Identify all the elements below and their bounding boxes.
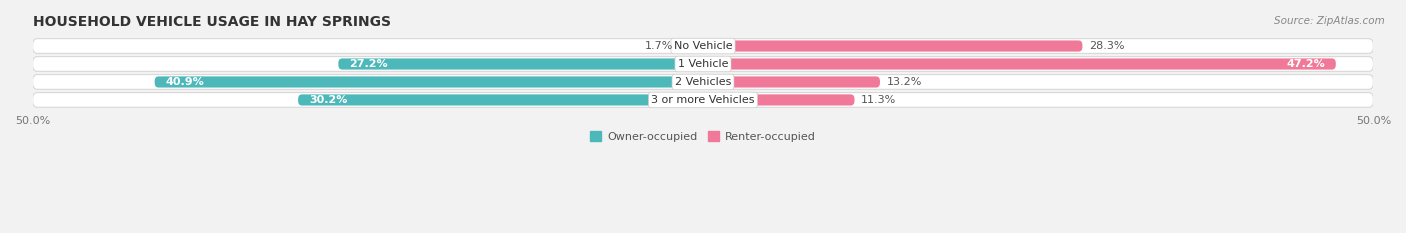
FancyBboxPatch shape xyxy=(703,58,1336,70)
Text: 1 Vehicle: 1 Vehicle xyxy=(678,59,728,69)
FancyBboxPatch shape xyxy=(703,41,1083,51)
FancyBboxPatch shape xyxy=(339,58,703,70)
FancyBboxPatch shape xyxy=(155,76,703,88)
FancyBboxPatch shape xyxy=(32,75,1374,89)
Text: 13.2%: 13.2% xyxy=(887,77,922,87)
Legend: Owner-occupied, Renter-occupied: Owner-occupied, Renter-occupied xyxy=(586,127,820,146)
Text: 47.2%: 47.2% xyxy=(1286,59,1324,69)
Text: No Vehicle: No Vehicle xyxy=(673,41,733,51)
Text: 30.2%: 30.2% xyxy=(309,95,347,105)
FancyBboxPatch shape xyxy=(32,57,1374,71)
FancyBboxPatch shape xyxy=(703,76,880,88)
FancyBboxPatch shape xyxy=(298,94,703,106)
Text: 40.9%: 40.9% xyxy=(166,77,204,87)
Text: 28.3%: 28.3% xyxy=(1090,41,1125,51)
Text: Source: ZipAtlas.com: Source: ZipAtlas.com xyxy=(1274,16,1385,26)
FancyBboxPatch shape xyxy=(32,93,1374,107)
Text: 3 or more Vehicles: 3 or more Vehicles xyxy=(651,95,755,105)
Text: HOUSEHOLD VEHICLE USAGE IN HAY SPRINGS: HOUSEHOLD VEHICLE USAGE IN HAY SPRINGS xyxy=(32,15,391,29)
FancyBboxPatch shape xyxy=(681,41,703,51)
Text: 27.2%: 27.2% xyxy=(349,59,388,69)
Text: 2 Vehicles: 2 Vehicles xyxy=(675,77,731,87)
Text: 11.3%: 11.3% xyxy=(862,95,897,105)
Text: 1.7%: 1.7% xyxy=(645,41,673,51)
FancyBboxPatch shape xyxy=(32,39,1374,53)
FancyBboxPatch shape xyxy=(703,94,855,106)
